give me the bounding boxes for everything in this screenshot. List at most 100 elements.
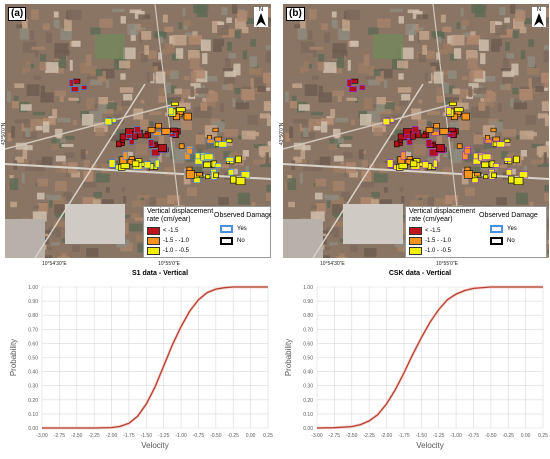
map-building: [303, 61, 309, 72]
map-building: [228, 53, 237, 59]
y-tick-label: 0.10: [303, 412, 313, 418]
map-building: [318, 54, 325, 62]
map-building: [57, 256, 70, 258]
map-building: [55, 155, 66, 162]
legend-swatch-red: [147, 227, 160, 235]
map-building: [398, 73, 404, 80]
map-displacement-building: [132, 160, 140, 168]
map-building: [342, 152, 353, 159]
map-building: [401, 94, 411, 101]
map-building: [131, 213, 141, 219]
map-building: [358, 149, 364, 160]
map-building: [333, 64, 342, 74]
map-building: [175, 48, 184, 59]
map-panel-b: (b) N Vertical displacement rate (cm/yea…: [283, 4, 549, 258]
x-tick-label: -1.00: [450, 433, 462, 439]
map-building: [442, 82, 449, 94]
map-building: [373, 127, 383, 136]
map-building: [158, 135, 165, 148]
map-building: [523, 165, 527, 176]
x-tick-label: 0.00: [521, 433, 531, 439]
map-building: [265, 193, 271, 201]
map-building: [19, 28, 29, 40]
map-legend-a: Vertical displacement rate (cm/year) Obs…: [143, 206, 271, 258]
map-building: [109, 134, 118, 141]
map-building: [258, 146, 270, 156]
map-building: [47, 194, 62, 201]
map-displacement-building: [403, 134, 411, 139]
map-building: [461, 25, 466, 30]
map-building: [25, 127, 31, 138]
map-displacement-building: [429, 148, 439, 157]
map-building: [358, 62, 369, 74]
map-building: [249, 67, 262, 75]
map-building: [401, 196, 405, 204]
map-building: [376, 97, 386, 105]
map-building: [21, 19, 28, 29]
map-building: [54, 181, 67, 192]
map-building: [141, 166, 147, 173]
map-displacement-building: [161, 128, 171, 135]
map-displacement-building: [194, 158, 203, 165]
map-building: [397, 87, 412, 93]
map-displacement-building: [439, 128, 449, 135]
map-building: [509, 4, 516, 14]
map-building: [442, 167, 453, 176]
map-building: [265, 152, 269, 164]
map-building: [309, 46, 324, 50]
map-building: [430, 66, 436, 71]
x-tick-label: -2.75: [54, 433, 66, 439]
map-building: [10, 201, 17, 208]
map-displacement-building: [432, 159, 438, 168]
map-building: [227, 41, 232, 51]
map-building: [342, 50, 348, 56]
map-building: [461, 174, 469, 185]
y-tick-label: 0.60: [28, 341, 38, 347]
map-building: [172, 53, 179, 61]
map-building: [7, 91, 11, 103]
map-displacement-building: [503, 138, 511, 143]
map-displacement-building: [111, 117, 117, 123]
map-building: [33, 75, 41, 80]
map-building: [329, 138, 342, 149]
map-building: [217, 21, 225, 28]
map-displacement-building: [225, 157, 234, 162]
map-building: [545, 141, 549, 149]
map-building: [541, 72, 549, 83]
map-building: [15, 156, 24, 163]
legend-label-yellow: -1.0 - -0.5: [425, 248, 452, 254]
map-building: [217, 164, 230, 169]
map-building: [520, 50, 526, 60]
map-building: [223, 141, 233, 147]
map-displacement-building: [178, 143, 185, 149]
map-building: [188, 35, 202, 45]
map-building: [180, 119, 192, 130]
map-displacement-building: [185, 170, 195, 179]
map-building: [399, 187, 404, 192]
map-building: [422, 45, 427, 55]
map-building: [139, 32, 143, 44]
map-building: [149, 111, 162, 116]
map-building: [417, 32, 421, 44]
map-building: [350, 244, 358, 253]
map-building: [190, 86, 195, 98]
map-building: [285, 132, 290, 142]
map-building: [369, 104, 383, 108]
map-building: [263, 101, 271, 112]
map-building: [200, 39, 211, 51]
map-displacement-building: [448, 127, 456, 132]
map-legend-b: Vertical displacement rate (cm/year) Obs…: [405, 206, 547, 258]
map-building: [82, 197, 96, 205]
map-building: [324, 32, 330, 44]
map-building: [26, 84, 40, 96]
map-building: [221, 7, 228, 16]
map-building: [81, 113, 94, 126]
map-building: [93, 191, 102, 198]
map-building: [512, 30, 519, 39]
map-displacement-building: [411, 126, 419, 134]
map-displacement-building: [508, 175, 515, 184]
map-building: [497, 102, 502, 112]
map-building: [416, 14, 429, 20]
map-building: [413, 143, 426, 156]
x-tick-label: -1.25: [158, 433, 170, 439]
